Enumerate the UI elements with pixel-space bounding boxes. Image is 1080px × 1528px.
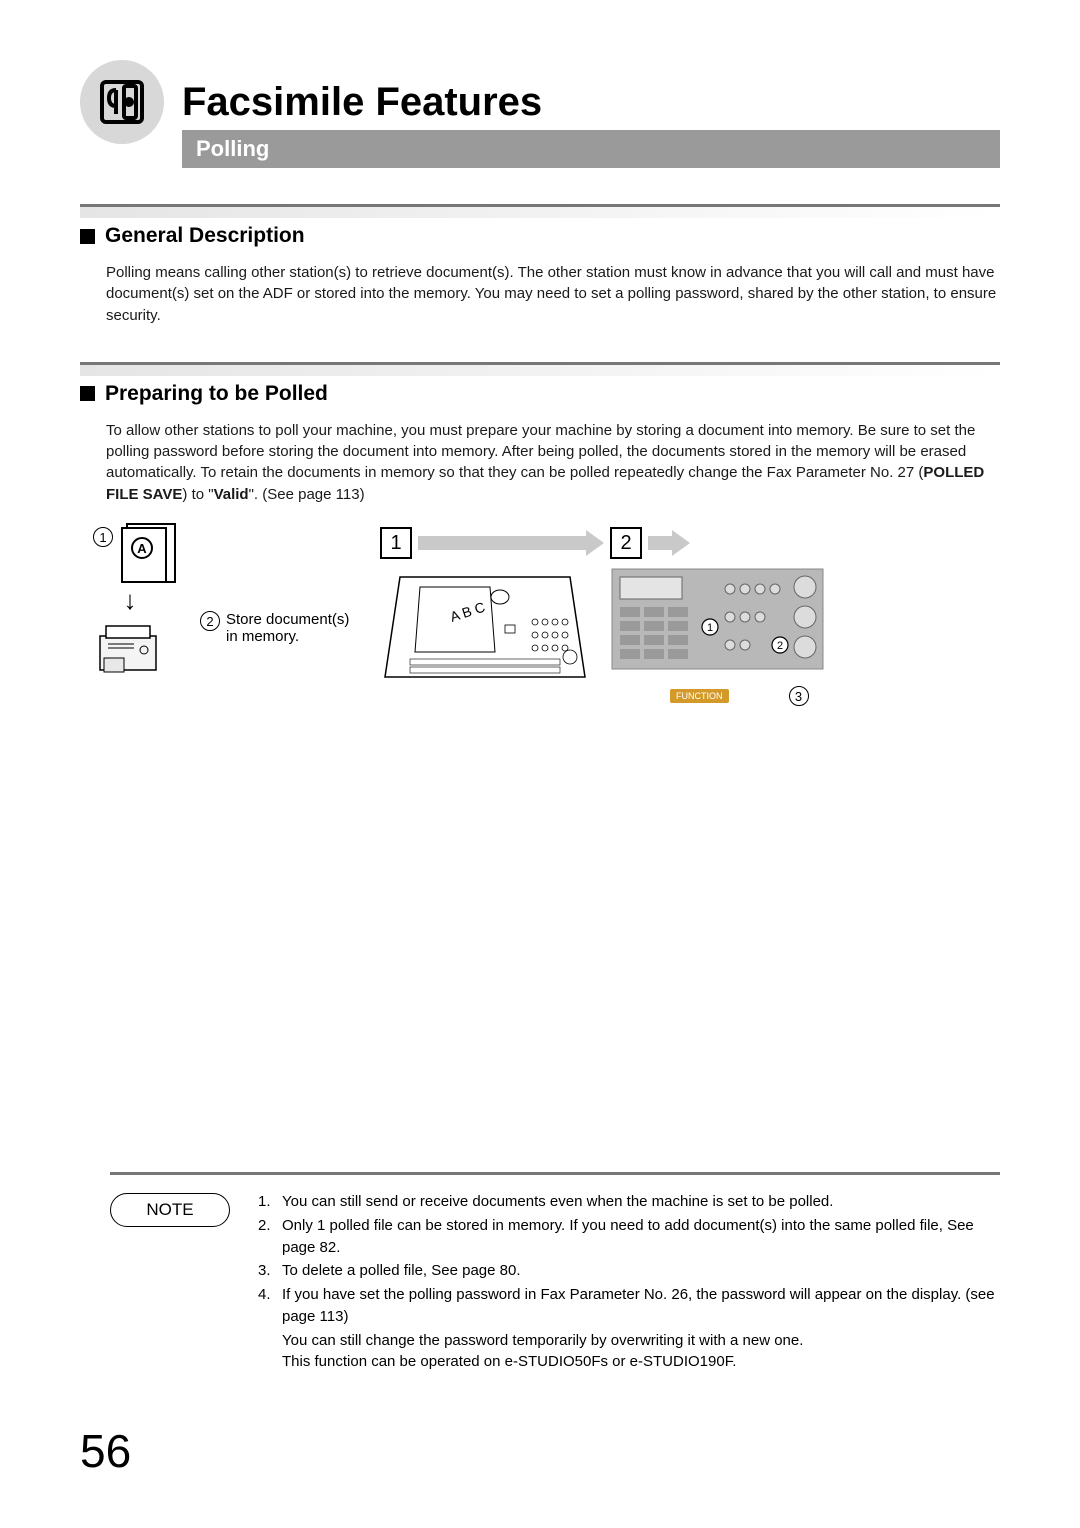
section-rule-1 <box>80 204 1000 218</box>
control-panel-icon: 1 2 <box>610 567 825 687</box>
panel-circle-3: 3 <box>789 686 809 706</box>
svg-text:2: 2 <box>777 640 783 652</box>
square-bullet-icon <box>80 386 95 401</box>
note-num: 2. <box>258 1215 276 1259</box>
step-circle-2: 2 <box>200 611 220 631</box>
heading-text: General Description <box>105 224 305 248</box>
document-a-label: A <box>131 537 153 559</box>
preparing-text: To allow other stations to poll your mac… <box>106 420 1000 505</box>
store-documents-text: Store document(s) in memory. <box>226 611 360 645</box>
note-text: To delete a polled file, See page 80. <box>282 1260 521 1282</box>
down-arrow-icon: ↓ <box>124 585 137 616</box>
note-section: NOTE 1. You can still send or receive doc… <box>110 1172 1000 1373</box>
section-rule-2 <box>80 362 1000 376</box>
note-badge: NOTE <box>110 1193 230 1227</box>
function-button-label: FUNCTION <box>670 689 729 703</box>
chapter-icon <box>80 60 164 144</box>
note-text: Only 1 polled file can be stored in memo… <box>282 1215 1000 1259</box>
para-bold2: Valid <box>214 486 249 503</box>
arrow-bar-1 <box>418 536 590 550</box>
note-cont-1: You can still change the password tempor… <box>258 1330 1000 1352</box>
diagram-area: 1 A ↓ 2 Store document(s) in memory. <box>80 527 1000 706</box>
page-number: 56 <box>80 1424 131 1478</box>
section-heading-general: General Description <box>80 224 1000 248</box>
step-badge-2: 2 <box>610 527 642 559</box>
heading-text: Preparing to be Polled <box>105 382 328 406</box>
device-top-panel-icon: A B C <box>380 567 590 697</box>
note-list: 1. You can still send or receive document… <box>258 1191 1000 1373</box>
arrow-bar-2 <box>648 536 676 550</box>
note-cont-2: This function can be operated on e-STUDI… <box>258 1351 1000 1373</box>
note-text: If you have set the polling password in … <box>282 1284 1000 1328</box>
document-stack-icon: A <box>121 527 167 583</box>
section-banner: Polling <box>182 130 1000 168</box>
square-bullet-icon <box>80 229 95 244</box>
para-post: ) to " <box>182 486 213 503</box>
note-num: 4. <box>258 1284 276 1328</box>
para-pre: To allow other stations to poll your mac… <box>106 422 975 482</box>
note-text: You can still send or receive documents … <box>282 1191 833 1213</box>
section-heading-preparing: Preparing to be Polled <box>80 382 1000 406</box>
printer-icon <box>94 618 166 678</box>
general-description-text: Polling means calling other station(s) t… <box>106 262 1000 326</box>
step-circle-1: 1 <box>93 527 113 547</box>
note-num: 1. <box>258 1191 276 1213</box>
svg-text:1: 1 <box>707 622 713 634</box>
step-badge-1: 1 <box>380 527 412 559</box>
chapter-title: Facsimile Features <box>182 80 542 125</box>
para-end: ". (See page 113) <box>249 486 365 503</box>
note-num: 3. <box>258 1260 276 1282</box>
